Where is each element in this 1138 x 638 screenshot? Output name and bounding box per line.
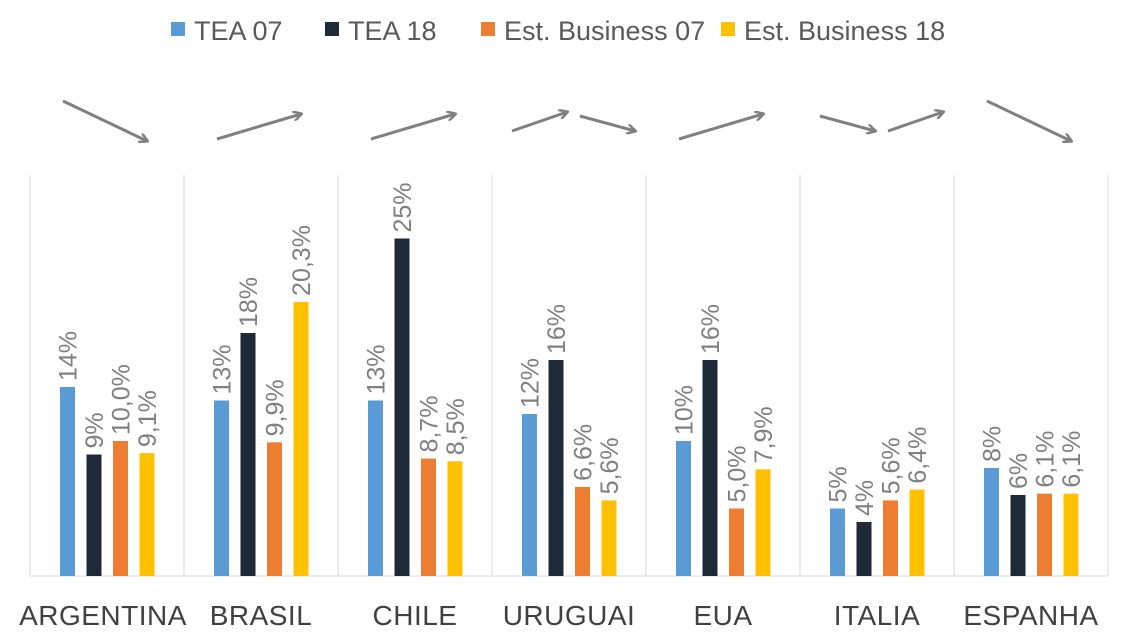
- value-label-argentina-tea-18: 9%: [81, 412, 109, 448]
- bar-chile-est-business-07: [421, 458, 436, 576]
- category-label-eua: EUA: [693, 600, 752, 631]
- bar-chile-tea-07: [368, 400, 383, 576]
- value-label-italia-est-business-18: 6,4%: [904, 427, 932, 484]
- trend-arrow-espanha: [986, 99, 1071, 141]
- value-label-uruguai-est-business-07: 6,6%: [570, 424, 598, 481]
- value-label-eua-est-business-18: 7,9%: [750, 406, 778, 463]
- legend-label-est-business-18: Est. Business 18: [744, 16, 945, 46]
- category-label-brasil: BRASIL: [210, 600, 313, 631]
- trend-arrows: [62, 99, 1071, 141]
- bar-eua-tea-07: [676, 441, 691, 576]
- value-label-espanha-est-business-18: 6,1%: [1058, 431, 1086, 488]
- bar-espanha-est-business-18: [1063, 493, 1079, 576]
- trend-arrow-eua: [678, 114, 763, 141]
- trend-arrow-uruguai-1: [511, 112, 567, 133]
- value-label-chile-est-business-07: 8,7%: [416, 396, 444, 453]
- category-label-uruguai: URUGUAI: [503, 600, 636, 631]
- value-label-uruguai-est-business-18: 5,6%: [596, 437, 624, 494]
- category-label-espanha: ESPANHA: [963, 600, 1098, 631]
- bar-espanha-tea-18: [1010, 495, 1026, 576]
- bar-italia-est-business-18: [909, 489, 925, 576]
- bars: [60, 238, 1079, 576]
- value-label-argentina-est-business-18: 9,1%: [134, 390, 162, 447]
- value-label-espanha-tea-18: 6%: [1005, 453, 1033, 489]
- bar-italia-tea-07: [830, 508, 845, 576]
- legend-label-est-business-07: Est. Business 07: [504, 16, 705, 46]
- bar-italia-est-business-07: [883, 500, 898, 576]
- category-dividers: [29, 175, 1109, 576]
- bar-brasil-est-business-18: [293, 301, 309, 576]
- value-label-eua-tea-18: 16%: [697, 304, 725, 354]
- value-label-italia-est-business-07: 5,6%: [878, 437, 906, 494]
- value-label-argentina-tea-07: 14%: [55, 331, 83, 381]
- value-labels: 14%9%10,0%9,1%13%18%9,9%20,3%13%25%8,7%8…: [55, 182, 1087, 516]
- bar-eua-tea-18: [702, 360, 718, 576]
- trend-arrow-brasil: [216, 114, 301, 141]
- bar-argentina-tea-07: [60, 387, 75, 576]
- value-label-brasil-tea-07: 13%: [209, 344, 237, 394]
- bar-eua-est-business-07: [729, 508, 744, 576]
- bar-brasil-tea-18: [240, 333, 256, 576]
- category-label-italia: ITALIA: [834, 600, 921, 631]
- category-labels: ARGENTINA BRASIL CHILE URUGUAI EUA ITALIA ESPA…: [19, 600, 1098, 631]
- bar-chile-tea-18: [394, 238, 410, 576]
- bar-uruguai-tea-07: [522, 414, 537, 576]
- trend-arrow-italia-2: [887, 112, 943, 133]
- value-label-italia-tea-18: 4%: [851, 480, 879, 516]
- trend-arrow-argentina: [62, 99, 147, 141]
- value-label-argentina-est-business-07: 10,0%: [108, 364, 136, 435]
- bar-espanha-tea-07: [984, 468, 999, 576]
- value-label-brasil-tea-18: 18%: [235, 277, 263, 327]
- bar-argentina-est-business-18: [139, 453, 155, 576]
- legend-label-tea-18: TEA 18: [348, 16, 437, 46]
- value-label-chile-est-business-18: 8,5%: [442, 398, 470, 455]
- bar-brasil-tea-07: [214, 400, 229, 576]
- bar-uruguai-est-business-07: [575, 486, 590, 576]
- value-label-espanha-est-business-07: 6,1%: [1032, 431, 1060, 488]
- bar-espanha-est-business-07: [1037, 493, 1052, 576]
- bar-argentina-est-business-07: [113, 441, 128, 576]
- bar-italia-tea-18: [856, 522, 872, 576]
- bar-brasil-est-business-07: [267, 442, 282, 576]
- value-label-brasil-est-business-07: 9,9%: [262, 379, 290, 436]
- trend-arrow-chile: [370, 114, 455, 141]
- legend-swatch-est-business-07: [481, 22, 495, 36]
- value-label-uruguai-tea-07: 12%: [517, 358, 545, 408]
- value-label-uruguai-tea-18: 16%: [543, 304, 571, 354]
- legend: TEA 07 TEA 18 Est. Business 07 Est. Busines…: [171, 16, 945, 46]
- value-label-eua-est-business-07: 5,0%: [724, 446, 752, 503]
- legend-swatch-tea-07: [171, 22, 185, 36]
- value-label-chile-tea-18: 25%: [389, 182, 417, 232]
- legend-swatch-est-business-18: [721, 22, 735, 36]
- legend-swatch-tea-18: [325, 22, 339, 36]
- value-label-chile-tea-07: 13%: [363, 344, 391, 394]
- bar-uruguai-tea-18: [548, 360, 564, 576]
- value-label-italia-tea-07: 5%: [825, 466, 853, 502]
- bar-eua-est-business-18: [755, 469, 771, 576]
- value-label-eua-tea-07: 10%: [671, 385, 699, 435]
- legend-label-tea-07: TEA 07: [194, 16, 283, 46]
- value-label-brasil-est-business-18: 20,3%: [288, 225, 316, 296]
- bar-uruguai-est-business-18: [601, 500, 617, 576]
- category-label-argentina: ARGENTINA: [19, 600, 187, 631]
- bar-argentina-tea-18: [86, 454, 102, 576]
- bar-chile-est-business-18: [447, 461, 463, 576]
- trend-arrow-italia-1: [819, 114, 875, 131]
- category-label-chile: CHILE: [373, 600, 458, 631]
- trend-arrow-uruguai-2: [579, 114, 635, 131]
- value-label-espanha-tea-07: 8%: [979, 426, 1007, 462]
